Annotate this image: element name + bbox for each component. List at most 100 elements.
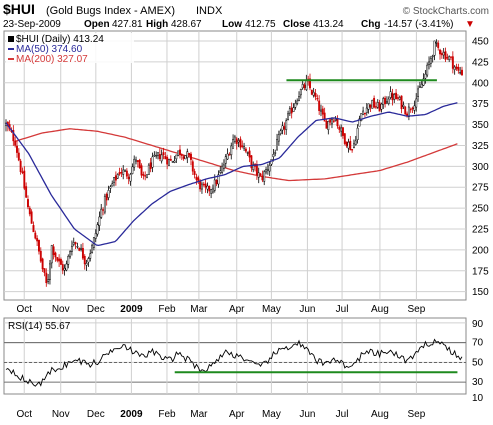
candle-body: [142, 174, 145, 176]
candle-body: [190, 153, 192, 160]
low-value: 412.75: [245, 19, 276, 30]
candle-body: [91, 244, 94, 254]
candle-body: [459, 72, 462, 74]
x-tick-label: 2009: [120, 304, 143, 315]
candle-body: [360, 113, 363, 121]
candle-body: [378, 102, 381, 112]
candle-body: [409, 108, 412, 111]
candle-body: [285, 120, 288, 130]
candle-body: [224, 156, 227, 164]
candle-body: [353, 143, 355, 148]
candle-body: [422, 78, 425, 86]
candle-body: [193, 171, 196, 175]
candle-body: [382, 98, 385, 105]
x-tick-label: Aug: [371, 409, 389, 420]
candle-body: [299, 89, 302, 96]
price-legend-swatch: [8, 36, 14, 42]
candle-body: [50, 245, 53, 264]
candle-body: [266, 168, 269, 171]
candle-body: [309, 78, 311, 89]
candle-body: [429, 57, 432, 64]
price-y-tick-label: 175: [472, 266, 489, 277]
candle-body: [122, 169, 125, 175]
candle-body: [336, 118, 339, 127]
candle-body: [363, 112, 366, 115]
candle-body: [70, 245, 73, 252]
candle-body: [103, 195, 106, 213]
candle-body: [12, 129, 15, 142]
ma50-layer: [5, 102, 458, 247]
candle-body: [426, 64, 429, 76]
candle-body: [248, 150, 251, 158]
candle-body: [25, 186, 28, 198]
candle-body: [235, 138, 238, 145]
candle-body: [274, 152, 277, 154]
candle-body: [351, 149, 354, 151]
candle-body: [49, 263, 51, 280]
candle-body: [440, 53, 443, 56]
candle-body: [43, 268, 46, 273]
candle-body: [32, 225, 35, 233]
candle-body: [345, 141, 348, 147]
ma50-line: [5, 102, 458, 247]
candle-body: [67, 255, 70, 265]
price-y-tick-label: 200: [472, 245, 489, 256]
candle-body: [168, 159, 170, 166]
ticker-description: (Gold Bugs Index - AMEX): [46, 5, 175, 17]
chg-down-icon: ▼: [465, 19, 475, 30]
candle-body: [321, 108, 324, 115]
candle-body: [179, 149, 181, 155]
candle-body: [211, 188, 214, 193]
x-tick-label: Nov: [52, 409, 70, 420]
ma200-legend-label: MA(200) 327.07: [16, 54, 88, 65]
candle-body: [83, 255, 86, 265]
candle-body: [38, 239, 40, 252]
ma50-legend-label: MA(50) 374.60: [16, 44, 83, 55]
candle-body: [451, 56, 454, 69]
candle-body: [396, 97, 399, 99]
candle-body: [175, 154, 178, 160]
x-tick-label: Mar: [190, 304, 208, 315]
candle-body: [19, 160, 22, 172]
rsi-y-tick-label: 50: [472, 357, 484, 368]
candle-body: [131, 166, 134, 174]
candle-body: [217, 174, 220, 185]
candle-body: [124, 169, 126, 172]
candle-body: [201, 183, 203, 190]
candle-body: [206, 185, 209, 190]
price-y-tick-label: 275: [472, 183, 489, 194]
candle-body: [135, 159, 137, 162]
candle-body: [411, 107, 414, 109]
candle-body: [365, 107, 368, 114]
candle-body: [177, 150, 180, 156]
candle-body: [292, 107, 295, 112]
candle-body: [164, 155, 167, 160]
candle-body: [329, 119, 332, 123]
candle-body: [402, 104, 405, 107]
rsi-y-tick-label: 70: [472, 338, 484, 349]
candle-body: [116, 174, 119, 179]
candle-body: [221, 165, 224, 173]
candle-body: [450, 56, 452, 58]
candle-body: [354, 140, 357, 145]
candle-body: [158, 154, 161, 159]
x-tick-label: Mar: [190, 409, 208, 420]
candle-body: [127, 176, 130, 180]
candle-body: [263, 171, 266, 182]
candle-body: [133, 158, 136, 168]
price-panel: 150175200225250275300325350375400425450 …: [3, 30, 489, 301]
candle-body: [166, 156, 169, 165]
candle-body: [169, 158, 172, 161]
rsi-panel: 10 30 50 70 90 RSI(14) 55.67: [3, 317, 484, 404]
candle-body: [36, 238, 39, 242]
candle-body: [184, 155, 187, 160]
price-x-axis: Oct Nov Dec 2009 Feb Mar Apr May Jun Jul Aug Sep: [16, 304, 425, 315]
candle-body: [246, 152, 249, 154]
candle-body: [327, 121, 330, 130]
candles-layer: [5, 39, 463, 287]
candle-body: [424, 73, 427, 79]
candle-body: [21, 171, 24, 174]
chg-value: -14.57 (-3.41%): [384, 19, 453, 30]
price-y-tick-label: 375: [472, 99, 489, 110]
